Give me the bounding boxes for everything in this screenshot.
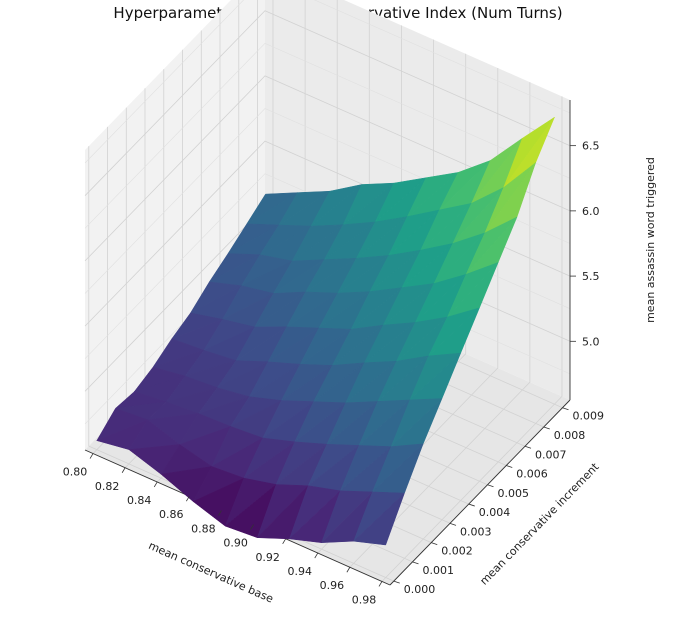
y-tick-label: 0.006 [516, 468, 548, 481]
z-tick-label: 6.5 [582, 140, 600, 153]
z-tick-label: 5.0 [582, 335, 600, 348]
y-tick-label: 0.001 [423, 564, 455, 577]
x-tick-mark [218, 510, 222, 516]
y-tick-mark [506, 465, 513, 468]
x-tick-mark [185, 495, 190, 502]
x-tick-mark [314, 552, 319, 559]
y-tick-mark [412, 561, 419, 565]
x-tick-label: 0.82 [95, 480, 120, 493]
surface-mesh [96, 116, 555, 546]
y-tick-mark [487, 484, 494, 488]
y-tick-mark [524, 445, 532, 449]
y-tick-mark [562, 407, 569, 411]
z-axis-label: mean assassin word triggered [644, 157, 657, 323]
x-tick-mark [346, 567, 351, 573]
y-tick-mark [431, 542, 438, 545]
y-tick-label: 0.005 [498, 487, 530, 500]
x-tick-mark [378, 581, 383, 587]
y-tick-mark [543, 426, 550, 430]
z-tick-label: 6.0 [582, 205, 600, 218]
tick-labels: 0.80 0.82 0.84 0.86 0.88 0.90 0.92 0.94 0.96 0.98… [63, 140, 604, 607]
x-tick-label: 0.94 [288, 565, 313, 578]
z-gridline [84, 75, 571, 262]
y-tick-label: 0.000 [404, 583, 436, 596]
x-tick-label: 0.90 [223, 537, 248, 550]
y-tick-label: 0.008 [554, 429, 586, 442]
y-tick-mark [393, 580, 400, 584]
y-tick-label: 0.004 [479, 506, 511, 519]
x-tick-label: 0.98 [352, 593, 377, 606]
y-tick-label: 0.003 [460, 525, 492, 538]
y-tick-mark [468, 503, 475, 507]
x-tick-mark [121, 467, 126, 473]
x-tick-mark [282, 538, 287, 545]
surface-face [353, 492, 405, 546]
x-axis-label: mean conservative base [147, 539, 276, 606]
x-tick-label: 0.80 [63, 466, 88, 479]
x-tick-label: 0.86 [159, 508, 184, 521]
y-tick-label: 0.009 [573, 410, 605, 423]
x-tick-mark [153, 481, 158, 488]
y-tick-label: 0.007 [535, 448, 567, 461]
y-tick-label: 0.002 [441, 545, 473, 558]
z-gridline [84, 10, 571, 196]
x-tick-label: 0.92 [255, 551, 280, 564]
x-tick-mark [250, 524, 254, 530]
x-tick-label: 0.88 [191, 522, 216, 535]
y-tick-mark [449, 522, 457, 526]
x-tick-mark [89, 453, 94, 459]
x-tick-label: 0.84 [127, 494, 152, 507]
z-gridline-minor [84, 0, 571, 164]
z-gridline-minor [84, 42, 571, 229]
z-tick-label: 5.5 [582, 270, 600, 283]
y-axis-line [389, 399, 571, 586]
x-tick-label: 0.96 [320, 579, 345, 592]
